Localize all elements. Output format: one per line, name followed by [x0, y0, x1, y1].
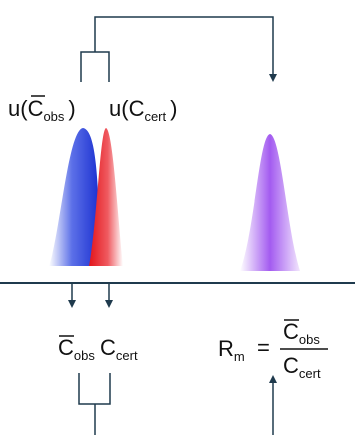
label-u-obs: u(Cobs) [8, 95, 76, 124]
lower-arrows [68, 283, 113, 308]
certified-peak [89, 128, 123, 266]
ratio-formula: Rm = Cobs Ccert [218, 319, 328, 381]
svg-text:u(Ccert): u(Ccert) [109, 96, 177, 124]
svg-text:Ccert: Ccert [100, 335, 138, 363]
c-cert-main: C [100, 335, 116, 360]
svg-text:Rm: Rm [218, 336, 245, 364]
u-obs-sub: obs [43, 109, 64, 124]
svg-text:Cobs: Cobs [283, 319, 320, 347]
u-obs-main: C [28, 96, 44, 121]
top-connector [80, 16, 277, 82]
ratio-peak [240, 134, 300, 271]
bottom-connector [78, 373, 111, 435]
formula-arrow [269, 375, 277, 435]
arrow-down-icon [269, 74, 277, 82]
ratio-lhs-main: R [218, 336, 234, 361]
ratio-lhs-sub: m [234, 349, 245, 364]
u-cert-suffix: ) [170, 96, 177, 121]
u-cert-sub: cert [144, 109, 166, 124]
c-obs-main: C [58, 335, 74, 360]
u-obs-prefix: u( [8, 96, 28, 121]
ratio-equals: = [257, 335, 270, 360]
ratio-numerator-main: C [283, 319, 299, 344]
bottom-bracket-line [78, 373, 111, 405]
ratio-denominator-sub: cert [299, 366, 321, 381]
peaks [49, 128, 300, 271]
svg-text:Ccert: Ccert [283, 353, 321, 381]
label-u-cert: u(Ccert) [109, 96, 177, 124]
observed-peak [49, 128, 100, 266]
u-cert-main: C [129, 96, 145, 121]
arrow-down-icon [105, 300, 113, 308]
symbol-c-obs: Cobs [58, 335, 95, 363]
svg-text:u(Cobs): u(Cobs) [8, 96, 76, 124]
c-cert-sub: cert [116, 348, 138, 363]
c-obs-sub: obs [74, 348, 95, 363]
top-connector-line [94, 16, 274, 75]
arrow-down-icon [68, 300, 76, 308]
symbol-c-cert: Ccert [100, 335, 138, 363]
arrow-up-icon [269, 375, 277, 383]
ratio-numerator-sub: obs [299, 332, 320, 347]
svg-text:Cobs: Cobs [58, 335, 95, 363]
u-cert-prefix: u( [109, 96, 129, 121]
ratio-denominator-main: C [283, 353, 299, 378]
u-obs-suffix: ) [68, 96, 75, 121]
top-bracket-line [80, 51, 110, 82]
